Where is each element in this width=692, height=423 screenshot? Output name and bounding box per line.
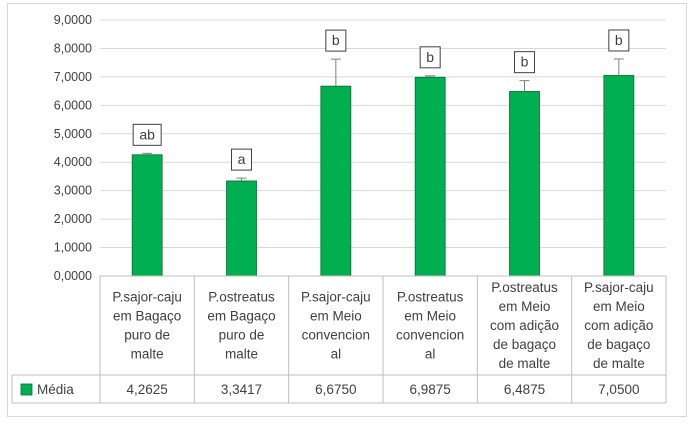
category-label: puro de xyxy=(219,328,265,343)
y-tick-label: 7,0000 xyxy=(54,70,92,84)
annotation-box xyxy=(608,29,630,52)
annotation-label: b xyxy=(615,32,623,48)
category-label: P.ostreatus xyxy=(397,290,464,305)
category-label: de bagaço xyxy=(587,337,650,352)
category-label: P.sajor-caju xyxy=(301,290,371,305)
chart-frame: 0,0000 1,0000 2,0000 3,0000 4,0000 5,0000 6,00… xyxy=(7,3,687,417)
y-tick-label: 5,0000 xyxy=(54,127,92,141)
table-value: 7,0500 xyxy=(598,382,639,397)
category-label: P.ostreatus xyxy=(208,290,275,305)
annotation-box xyxy=(325,29,347,52)
bar xyxy=(603,75,635,277)
category-label: P.sajor-caju xyxy=(112,290,182,305)
y-tick-label: 3,0000 xyxy=(54,184,92,198)
bar xyxy=(414,76,446,277)
category-label: em Bagaço xyxy=(207,309,275,324)
annotation-label: b xyxy=(332,32,340,48)
category-label: malte xyxy=(131,347,164,362)
annotation-box xyxy=(419,46,441,69)
category-label: convencion xyxy=(396,328,464,343)
category-label: de malte xyxy=(593,356,645,371)
category-label: em Meio xyxy=(593,299,645,314)
y-tick-label: 0,0000 xyxy=(54,269,92,283)
category-label: de bagaço xyxy=(493,337,556,352)
table-value: 6,6750 xyxy=(315,382,356,397)
table-value: 6,9875 xyxy=(410,382,451,397)
category-label: em Bagaço xyxy=(113,309,181,324)
category-label: em Meio xyxy=(499,299,551,314)
category-label: convencion xyxy=(302,328,370,343)
y-tick-label: 6,0000 xyxy=(54,98,92,112)
y-tick-label: 4,0000 xyxy=(54,155,92,169)
bar xyxy=(226,180,257,277)
y-tick-label: 1,0000 xyxy=(54,241,92,255)
legend-label: Média xyxy=(37,382,74,397)
table-value: 4,2625 xyxy=(127,382,168,397)
bar xyxy=(131,154,163,277)
annotation-label: b xyxy=(426,49,434,65)
table-value: 3,3417 xyxy=(221,382,262,397)
bar xyxy=(509,91,540,277)
category-label: em Meio xyxy=(310,309,362,324)
category-label: com adição xyxy=(490,318,559,333)
legend-key xyxy=(20,383,33,396)
table-value: 6,4875 xyxy=(504,382,545,397)
annotation-box xyxy=(514,51,535,74)
y-tick-label: 9,0000 xyxy=(54,13,92,27)
annotation-label: ab xyxy=(139,126,155,142)
bar-chart: 0,0000 1,0000 2,0000 3,0000 4,0000 5,0000 6,00… xyxy=(11,13,667,404)
category-label: com adição xyxy=(584,318,653,333)
annotation-label: b xyxy=(521,54,529,70)
category-label: al xyxy=(331,347,342,362)
annotation-box xyxy=(132,123,162,146)
bar xyxy=(320,85,352,277)
annotation-label: a xyxy=(238,151,246,167)
category-label: P.sajor-caju xyxy=(584,280,654,295)
y-tick-label: 2,0000 xyxy=(54,212,92,226)
category-label: malte xyxy=(225,347,258,362)
category-label: de malte xyxy=(499,356,551,371)
annotation-box xyxy=(231,148,252,171)
category-label: puro de xyxy=(124,328,170,343)
category-label: P.ostreatus xyxy=(491,280,558,295)
category-label: al xyxy=(425,347,436,362)
category-label: em Meio xyxy=(404,309,456,324)
y-tick-label: 8,0000 xyxy=(54,41,92,55)
